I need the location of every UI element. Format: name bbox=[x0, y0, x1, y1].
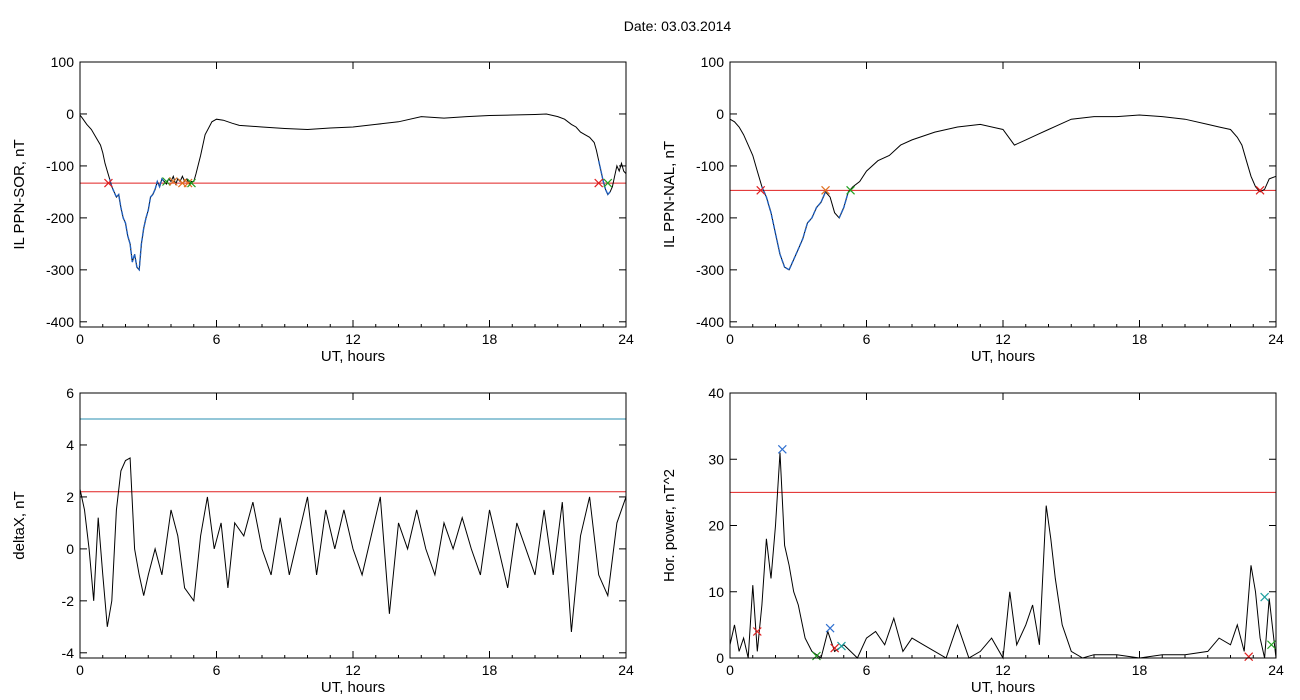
plot2-ytick-label: -300 bbox=[696, 262, 724, 278]
plot2-ytick-label: -100 bbox=[696, 158, 724, 174]
plot1-xtick-label: 18 bbox=[482, 331, 498, 347]
plot1-marker-1 bbox=[162, 177, 171, 186]
plot1-highlight-segment-0 bbox=[108, 177, 165, 272]
plot1-marker-5 bbox=[187, 178, 196, 188]
plot1-ytick-label: -200 bbox=[46, 210, 74, 226]
plot2-xtick-label: 18 bbox=[1132, 331, 1148, 347]
plot1-ylabel: IL PPN-SOR, nT bbox=[11, 139, 28, 249]
plot2-frame bbox=[729, 61, 1277, 328]
plot3-series-line bbox=[79, 457, 627, 633]
plot4-marker-7 bbox=[1260, 592, 1270, 602]
plot2-xtick-label: 24 bbox=[1268, 331, 1284, 347]
plot3-xtick-label: 18 bbox=[482, 662, 498, 678]
plot4-marker-0 bbox=[752, 627, 762, 636]
plot4-marker-3 bbox=[830, 643, 840, 653]
plot4-ytick-label: 20 bbox=[708, 518, 724, 534]
plot3-ytick-label: 2 bbox=[66, 489, 74, 505]
plot1-xtick-label: 0 bbox=[76, 331, 84, 347]
plot1-marker-0 bbox=[104, 178, 113, 188]
plot4-marker-4 bbox=[837, 641, 846, 651]
plot1-marker-7 bbox=[603, 178, 613, 188]
plot2-xtick-label: 12 bbox=[995, 331, 1011, 347]
plot3-ytick-label: -4 bbox=[62, 645, 75, 661]
plot4-xtick-label: 18 bbox=[1132, 662, 1148, 678]
plot4-ytick-label: 10 bbox=[708, 584, 724, 600]
plot1-ytick-label: -100 bbox=[46, 158, 74, 174]
plot3-ylabel: deltaX, nT bbox=[11, 491, 28, 559]
plot4-marker-1 bbox=[777, 444, 787, 454]
plot2-highlight-segment-0 bbox=[761, 186, 827, 271]
plot1-ytick-label: 0 bbox=[66, 106, 74, 122]
plot1-xtick-label: 12 bbox=[345, 331, 361, 347]
chart-date-title: Date: 03.03.2014 bbox=[623, 18, 732, 34]
plot1-series-line bbox=[79, 113, 627, 272]
plot4-marker-5 bbox=[812, 651, 821, 661]
plot2-ytick-label: 100 bbox=[701, 54, 725, 70]
plot4-ytick-label: 40 bbox=[708, 385, 724, 401]
plot1-marker-6 bbox=[594, 178, 604, 188]
plot3-frame bbox=[79, 392, 627, 659]
plot2-marker-2 bbox=[846, 185, 855, 195]
plot1-xtick-label: 6 bbox=[213, 331, 221, 347]
plot4-xlabel: UT, hours bbox=[971, 679, 1035, 696]
plot3-ytick-label: 4 bbox=[66, 437, 74, 453]
plot4-xtick-label: 6 bbox=[863, 662, 871, 678]
plot3-xtick-label: 24 bbox=[618, 662, 634, 678]
plot3-xtick-label: 12 bbox=[345, 662, 361, 678]
plot3-ytick-label: -2 bbox=[62, 593, 75, 609]
plot1-marker-4 bbox=[183, 178, 193, 188]
plot4-xtick-label: 12 bbox=[995, 662, 1011, 678]
plot4-ytick-label: 0 bbox=[716, 650, 724, 666]
plot3-xtick-label: 0 bbox=[76, 662, 84, 678]
plot3-xtick-label: 6 bbox=[213, 662, 221, 678]
plot2-marker-1 bbox=[821, 185, 830, 195]
plot2-ytick-label: 0 bbox=[716, 106, 724, 122]
plot1-highlight-segment-1 bbox=[598, 160, 611, 196]
plot3-ytick-label: 0 bbox=[66, 541, 74, 557]
plot1-ytick-label: 100 bbox=[51, 54, 75, 70]
plot1-ytick-label: -300 bbox=[46, 262, 74, 278]
plot2-marker-0 bbox=[756, 185, 766, 195]
plot4-series-line bbox=[729, 452, 1277, 660]
plot1-xlabel: UT, hours bbox=[321, 348, 385, 365]
plot4-marker-8 bbox=[1267, 640, 1276, 650]
plot2-xtick-label: 6 bbox=[863, 331, 871, 347]
plot2-ylabel: IL PPN-NAL, nT bbox=[661, 141, 678, 248]
plot3-xlabel: UT, hours bbox=[321, 679, 385, 696]
plot2-ytick-label: -400 bbox=[696, 314, 724, 330]
plot4-xtick-label: 24 bbox=[1268, 662, 1284, 678]
plot2-xlabel: UT, hours bbox=[971, 348, 1035, 365]
plot1-xtick-label: 24 bbox=[618, 331, 634, 347]
plot3-ytick-label: 6 bbox=[66, 385, 74, 401]
plot2-series-line bbox=[729, 114, 1277, 271]
plot2-ytick-label: -200 bbox=[696, 210, 724, 226]
plot4-xtick-label: 0 bbox=[726, 662, 734, 678]
plot2-xtick-label: 0 bbox=[726, 331, 734, 347]
plot4-ytick-label: 30 bbox=[708, 451, 724, 467]
plot4-ylabel: Hor. power, nT^2 bbox=[661, 469, 678, 582]
plot4-frame bbox=[729, 392, 1277, 659]
plot2-marker-3 bbox=[1255, 185, 1265, 195]
plot1-marker-2 bbox=[168, 177, 178, 186]
plot2-highlight-segment-1 bbox=[838, 191, 849, 219]
plot4-marker-6 bbox=[1244, 652, 1254, 662]
plot4-marker-2 bbox=[825, 623, 835, 633]
plot1-frame bbox=[79, 61, 627, 328]
plot1-ytick-label: -400 bbox=[46, 314, 74, 330]
